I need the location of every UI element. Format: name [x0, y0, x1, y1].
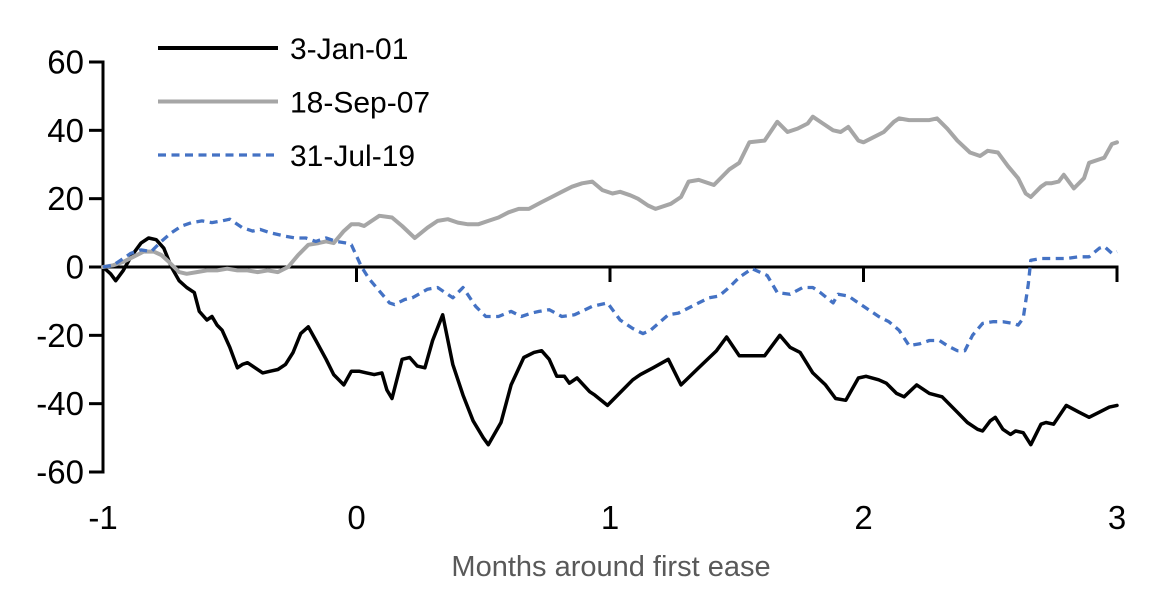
y-axis-tick-label: 20 — [47, 180, 84, 217]
y-axis-tick-label: -20 — [36, 317, 84, 354]
x-axis-tick-label: 0 — [347, 499, 365, 536]
series-line-3-Jan-01 — [101, 236, 1119, 447]
x-axis-tick-label: 1 — [601, 499, 619, 536]
y-axis-tick-label: 40 — [47, 112, 84, 149]
y-axis-tick-label: -40 — [36, 385, 84, 422]
series-line-31-Jul-19 — [102, 217, 1118, 353]
x-axis-tick-label: -1 — [88, 499, 117, 536]
x-axis-tick-label: 2 — [854, 499, 872, 536]
axis-labels: 60 40 20 0 -20 -40 -60-1 0 1 2 3 Months around firs… — [36, 44, 1126, 584]
y-axis-tick-label: 60 — [47, 44, 84, 81]
series — [101, 114, 1119, 447]
y-axis-tick-label: -60 — [36, 454, 84, 491]
x-axis-title: Months around first ease — [451, 551, 770, 583]
y-axis-tick-label: 0 — [66, 249, 84, 286]
x-axis-tick-label: 3 — [1108, 499, 1126, 536]
series-line-18-Sep-07 — [101, 114, 1119, 276]
legend-item-31-Jul-19: 31-Jul-19 — [158, 140, 415, 173]
axes — [89, 60, 1119, 474]
legend-label: 18-Sep-07 — [290, 87, 430, 120]
legend-label: 31-Jul-19 — [290, 140, 415, 173]
legend: 3-Jan-01 18-Sep-07 31-Jul-19 — [158, 33, 430, 173]
legend-label: 3-Jan-01 — [290, 33, 408, 66]
legend-item-3-Jan-01: 3-Jan-01 — [158, 33, 408, 66]
legend-item-18-Sep-07: 18-Sep-07 — [158, 87, 430, 120]
